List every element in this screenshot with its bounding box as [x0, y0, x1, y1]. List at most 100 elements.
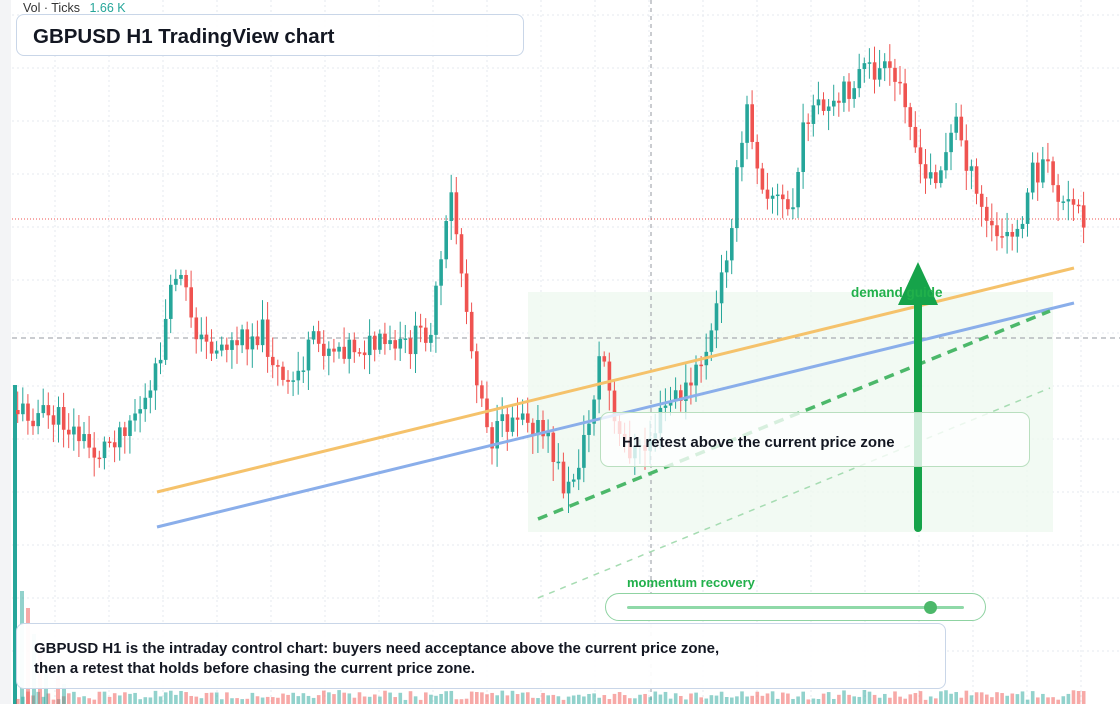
- volume-bar: [648, 697, 652, 704]
- volume-bar: [56, 676, 60, 704]
- volume-bar: [898, 696, 902, 704]
- candle-body: [158, 359, 163, 364]
- volume-bar: [1005, 695, 1009, 704]
- volume-bar: [342, 692, 346, 704]
- volume-bar: [296, 696, 301, 704]
- volume-bar: [388, 692, 392, 704]
- volume-bar: [1025, 699, 1030, 704]
- candle-body: [51, 415, 56, 425]
- candle-body: [128, 420, 132, 436]
- volume-bar: [174, 694, 178, 704]
- volume-bar: [72, 691, 76, 704]
- volume-bar: [893, 691, 897, 704]
- volume-bar: [311, 697, 316, 704]
- volume-bar: [770, 691, 775, 704]
- candle-body: [347, 339, 352, 359]
- volume-bar: [189, 695, 193, 704]
- volume-bar: [786, 693, 790, 704]
- retest-annotation-text: H1 retest above the current price zone: [622, 434, 895, 451]
- volume-bar: [46, 693, 51, 704]
- momentum-slider[interactable]: [605, 593, 986, 621]
- volume-bar: [740, 691, 744, 704]
- volume-bar: [505, 695, 510, 704]
- volume-bar: [709, 695, 714, 704]
- candle-body: [1081, 205, 1086, 228]
- candle-body: [872, 62, 877, 80]
- candle-body: [296, 370, 301, 381]
- candle-body: [469, 311, 474, 352]
- candle-body: [342, 346, 346, 359]
- volume-bar: [791, 698, 795, 704]
- candle-body: [87, 434, 91, 448]
- candle-body: [979, 193, 984, 207]
- volume-bar: [995, 692, 999, 704]
- momentum-slider-track[interactable]: [627, 606, 964, 609]
- candle-body: [719, 272, 724, 304]
- candle-body: [204, 334, 209, 342]
- volume-bar: [424, 692, 428, 704]
- candle-body: [694, 364, 698, 386]
- candle-body: [663, 405, 668, 408]
- candle-body: [546, 432, 550, 437]
- volume-bar: [949, 693, 953, 704]
- candle-body: [240, 329, 244, 346]
- candle-body: [123, 427, 127, 436]
- candle-body: [413, 325, 418, 355]
- volume-bar: [597, 697, 601, 704]
- volume-bar: [107, 696, 112, 704]
- volume-bar: [133, 692, 137, 704]
- volume-bar: [485, 694, 489, 704]
- candle-body: [16, 410, 20, 415]
- candle-body: [220, 344, 224, 351]
- candle-body: [571, 479, 576, 482]
- candle-body: [939, 170, 943, 184]
- volume-bar: [77, 697, 81, 704]
- volume-bar: [123, 692, 127, 704]
- volume-bar: [153, 690, 158, 704]
- candle-body: [740, 142, 744, 168]
- volume-bar: [806, 699, 811, 704]
- volume-value: 1.66 K: [89, 1, 126, 15]
- candle-body: [1000, 236, 1004, 238]
- candle-body: [475, 351, 479, 386]
- volume-bar: [755, 691, 760, 704]
- candle-body: [281, 366, 285, 380]
- volume-bar: [464, 698, 469, 704]
- volume-bar: [546, 695, 550, 704]
- volume-bar: [883, 693, 887, 704]
- candle-body: [102, 441, 107, 459]
- volume-bar: [102, 691, 107, 704]
- volume-bar: [622, 695, 627, 704]
- volume-bar: [276, 697, 280, 704]
- candle-body: [801, 122, 805, 172]
- volume-bar: [495, 695, 499, 704]
- volume-bar: [520, 692, 525, 704]
- volume-bar: [571, 695, 576, 704]
- candle-body: [352, 339, 357, 353]
- momentum-slider-thumb[interactable]: [924, 601, 938, 614]
- candle-body: [276, 365, 280, 367]
- volume-bar: [602, 695, 607, 704]
- volume-bar: [877, 697, 882, 704]
- volume-bar: [97, 691, 102, 704]
- volume-bar: [760, 695, 765, 704]
- candle-body: [21, 403, 25, 415]
- candle-body: [699, 364, 703, 367]
- volume-bar: [985, 694, 989, 704]
- candle-body: [1056, 185, 1060, 202]
- candle-body: [510, 417, 515, 432]
- retest-annotation[interactable]: H1 retest above the current price zone: [600, 412, 1030, 467]
- volume-bar: [413, 696, 418, 704]
- volume-bar: [979, 692, 984, 704]
- volume-bar: [367, 696, 372, 704]
- candle-body: [260, 319, 265, 346]
- candle-body: [194, 317, 199, 340]
- volume-bar: [730, 697, 734, 704]
- volume-bar: [1061, 696, 1066, 704]
- candle-body: [444, 221, 448, 260]
- volume-bar: [1056, 699, 1060, 704]
- volume-bar: [653, 691, 658, 704]
- volume-bar: [194, 696, 199, 704]
- volume-bar: [62, 684, 66, 704]
- volume-bar: [536, 698, 540, 704]
